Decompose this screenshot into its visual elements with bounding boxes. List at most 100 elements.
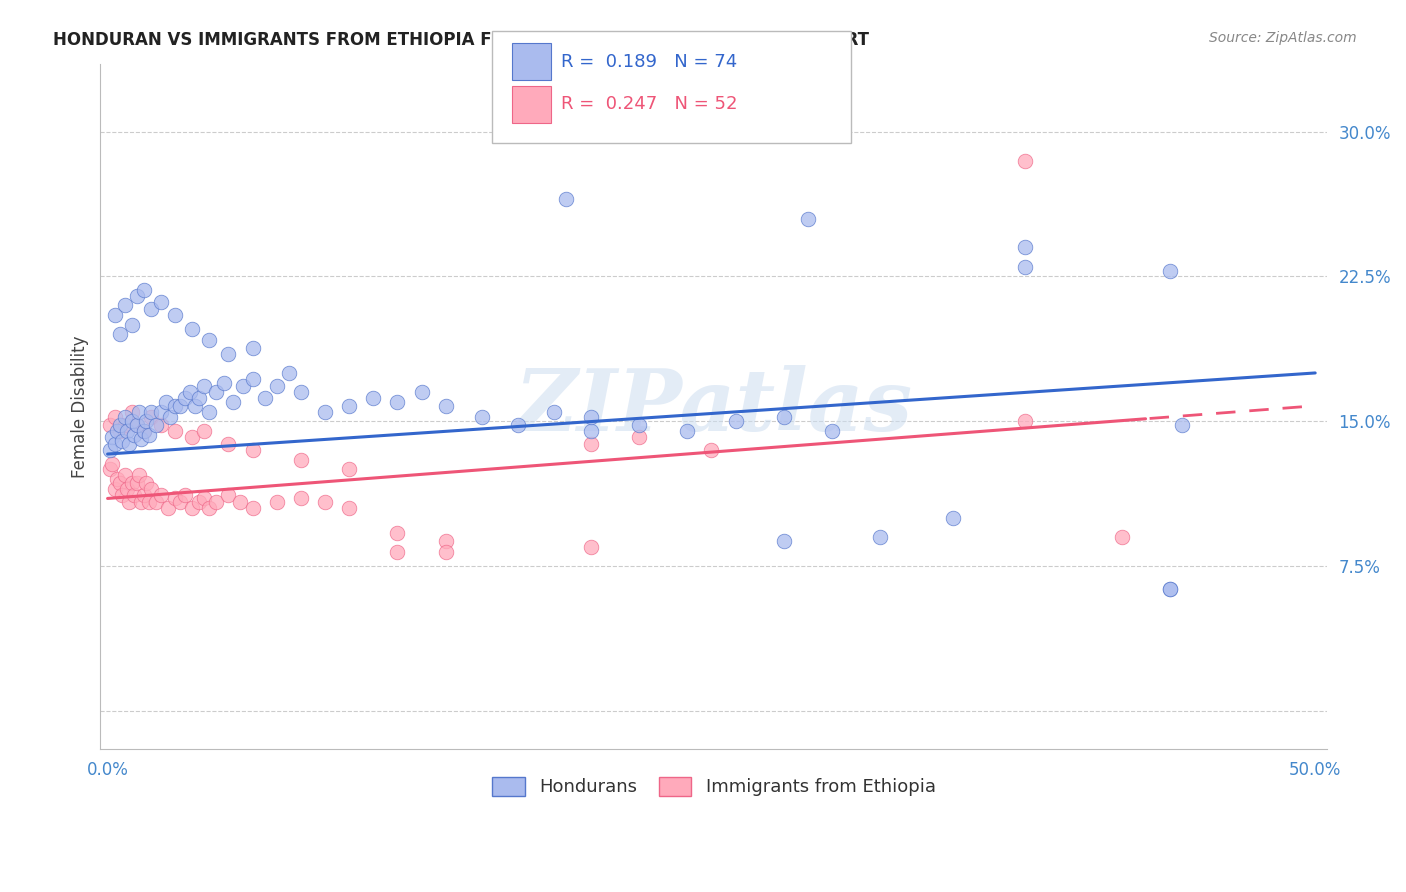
Point bbox=[1014, 153, 1036, 168]
Point bbox=[115, 424, 138, 438]
Point bbox=[145, 495, 167, 509]
Point bbox=[118, 495, 141, 509]
Point bbox=[121, 475, 143, 490]
Point bbox=[290, 453, 312, 467]
Point bbox=[821, 424, 844, 438]
Point bbox=[181, 321, 204, 335]
Point bbox=[131, 432, 153, 446]
Point bbox=[132, 487, 155, 501]
Point bbox=[1159, 582, 1181, 597]
Point bbox=[139, 404, 162, 418]
Point bbox=[579, 540, 602, 554]
Point bbox=[387, 526, 409, 541]
Point bbox=[132, 424, 155, 438]
Point bbox=[98, 462, 121, 476]
Point bbox=[543, 404, 565, 418]
Point bbox=[132, 283, 155, 297]
Point bbox=[797, 211, 820, 226]
Point bbox=[212, 376, 235, 390]
Point bbox=[139, 482, 162, 496]
Point bbox=[266, 495, 288, 509]
Point bbox=[290, 491, 312, 506]
Point bbox=[138, 427, 160, 442]
Point bbox=[105, 472, 128, 486]
Point bbox=[173, 391, 195, 405]
Point bbox=[104, 308, 127, 322]
Point bbox=[676, 424, 699, 438]
Point bbox=[155, 395, 177, 409]
Point bbox=[138, 495, 160, 509]
Point bbox=[579, 424, 602, 438]
Point bbox=[242, 372, 264, 386]
Point bbox=[111, 487, 134, 501]
Point bbox=[125, 418, 148, 433]
Point bbox=[149, 418, 172, 433]
Point bbox=[242, 341, 264, 355]
Point bbox=[508, 418, 530, 433]
Point bbox=[122, 427, 145, 442]
Point bbox=[1014, 414, 1036, 428]
Point bbox=[169, 495, 191, 509]
Point bbox=[205, 495, 228, 509]
Point bbox=[135, 475, 157, 490]
Point bbox=[156, 501, 179, 516]
Point bbox=[869, 530, 891, 544]
Point bbox=[128, 404, 150, 418]
Point bbox=[105, 424, 128, 438]
Point bbox=[149, 487, 172, 501]
Point bbox=[165, 308, 187, 322]
Point bbox=[165, 399, 187, 413]
Text: ZIPatlas: ZIPatlas bbox=[515, 365, 912, 449]
Point bbox=[188, 391, 211, 405]
Point bbox=[145, 418, 167, 433]
Point bbox=[108, 418, 131, 433]
Point bbox=[1159, 582, 1181, 597]
Point bbox=[115, 482, 138, 496]
Point bbox=[579, 437, 602, 451]
Point bbox=[627, 418, 650, 433]
Point bbox=[111, 434, 134, 448]
Point bbox=[108, 475, 131, 490]
Point bbox=[98, 443, 121, 458]
Point bbox=[122, 487, 145, 501]
Point bbox=[193, 491, 215, 506]
Point bbox=[188, 495, 211, 509]
Point bbox=[579, 410, 602, 425]
Point bbox=[627, 430, 650, 444]
Point bbox=[132, 424, 155, 438]
Point bbox=[108, 327, 131, 342]
Point bbox=[434, 533, 457, 548]
Point bbox=[217, 487, 239, 501]
Point bbox=[724, 414, 747, 428]
Point bbox=[700, 443, 723, 458]
Point bbox=[229, 495, 252, 509]
Point bbox=[434, 545, 457, 559]
Point bbox=[165, 491, 187, 506]
Point bbox=[314, 495, 336, 509]
Point bbox=[149, 294, 172, 309]
Point bbox=[139, 302, 162, 317]
Point bbox=[98, 418, 121, 433]
Point bbox=[942, 510, 965, 524]
Text: R =  0.189   N = 74: R = 0.189 N = 74 bbox=[561, 53, 737, 70]
Point bbox=[181, 430, 204, 444]
Point bbox=[193, 379, 215, 393]
Point bbox=[179, 385, 201, 400]
Point bbox=[104, 410, 127, 425]
Point bbox=[125, 289, 148, 303]
Point bbox=[125, 418, 148, 433]
Text: R =  0.247   N = 52: R = 0.247 N = 52 bbox=[561, 95, 738, 113]
Legend: Hondurans, Immigrants from Ethiopia: Hondurans, Immigrants from Ethiopia bbox=[484, 768, 945, 805]
Point bbox=[101, 430, 124, 444]
Point bbox=[773, 410, 796, 425]
Point bbox=[114, 468, 136, 483]
Point bbox=[108, 424, 131, 438]
Point bbox=[165, 424, 187, 438]
Point bbox=[149, 404, 172, 418]
Point bbox=[125, 475, 148, 490]
Point bbox=[773, 533, 796, 548]
Point bbox=[104, 437, 127, 451]
Point bbox=[198, 404, 221, 418]
Text: HONDURAN VS IMMIGRANTS FROM ETHIOPIA FEMALE DISABILITY CORRELATION CHART: HONDURAN VS IMMIGRANTS FROM ETHIOPIA FEM… bbox=[53, 31, 869, 49]
Point bbox=[290, 385, 312, 400]
